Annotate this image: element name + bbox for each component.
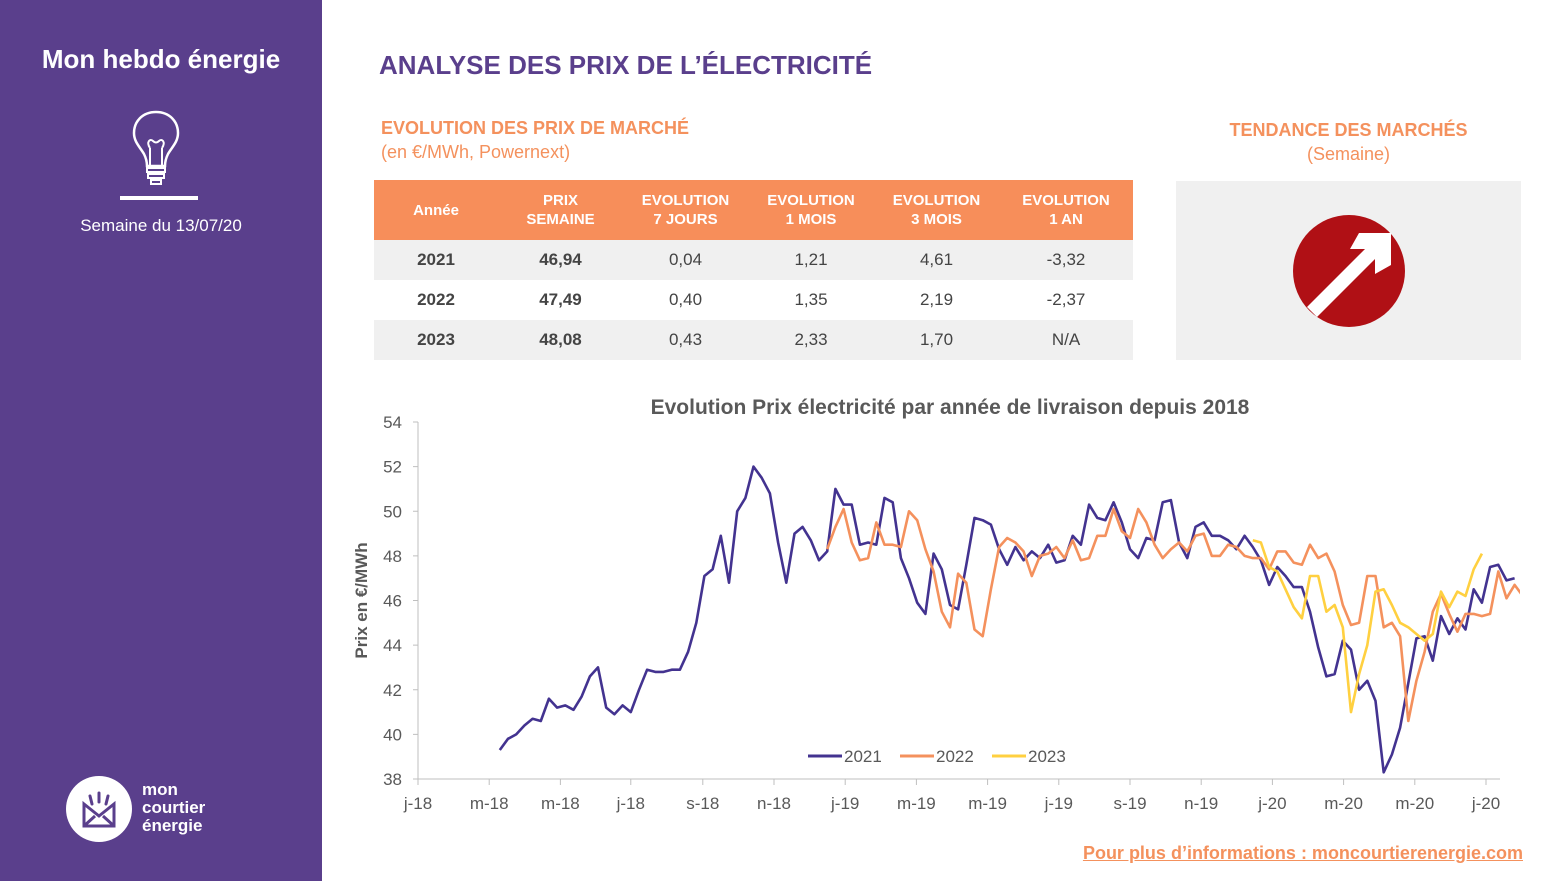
y-tick-label: 40 — [383, 725, 402, 744]
arrow-up-right-icon — [1293, 215, 1405, 327]
logo-line: énergie — [142, 816, 203, 835]
table-cell: 46,94 — [498, 240, 623, 280]
market-trend-heading: TENDANCE DES MARCHÉS — [1229, 120, 1468, 140]
table-header: EVOLUTION 7 JOURS — [623, 180, 748, 240]
x-tick-label: s-19 — [1113, 794, 1146, 813]
table-cell: 48,08 — [498, 320, 623, 360]
x-tick-label: m-19 — [968, 794, 1007, 813]
prices-table: Année PRIX SEMAINE EVOLUTION 7 JOURS EVOLU… — [374, 180, 1133, 360]
x-tick-label: j-19 — [1044, 794, 1073, 813]
logo-wordmark: mon courtier énergie — [142, 781, 205, 835]
table-cell: 4,61 — [874, 240, 999, 280]
table-header: Année — [374, 180, 498, 240]
sidebar: Mon hebdo énergie Semaine du 13/07/20 mo… — [0, 0, 322, 881]
market-trend-subheading: (Semaine) — [1306, 144, 1391, 164]
x-tick-label: n-18 — [757, 794, 791, 813]
table-cell: -2,37 — [1046, 290, 1086, 309]
x-tick-label: n-19 — [1184, 794, 1218, 813]
table-cell: 2023 — [374, 320, 498, 360]
x-tick-label: j-18 — [403, 794, 432, 813]
table-header: EVOLUTION 1 AN — [999, 180, 1133, 240]
x-tick-label: m-18 — [470, 794, 509, 813]
table-cell: 1,21 — [748, 240, 874, 280]
legend-label: 2021 — [844, 747, 882, 766]
series-line-2021 — [498, 465, 1515, 774]
x-tick-label: j-19 — [830, 794, 859, 813]
table-cell: 0,40 — [668, 290, 703, 309]
envelope-icon — [82, 791, 116, 828]
y-tick-label: 50 — [383, 502, 402, 521]
series-line-2022 — [825, 507, 1520, 723]
x-tick-label: m-18 — [541, 794, 580, 813]
logo-line: courtier — [142, 798, 206, 817]
table-header-row: Année PRIX SEMAINE EVOLUTION 7 JOURS EVOLU… — [374, 180, 1133, 240]
y-tick-label: 44 — [383, 636, 402, 655]
market-prices-subheading: (en €/MWh, Powernext) — [381, 142, 571, 162]
page-title: ANALYSE DES PRIX DE L’ÉLECTRICITÉ — [379, 50, 873, 80]
trend-panel — [1176, 181, 1521, 360]
table-cell: 2021 — [374, 240, 498, 280]
table-row: 2021 46,94 0,04 1,21 4,61 -3,32 — [374, 240, 1133, 280]
y-tick-label: 48 — [383, 547, 402, 566]
market-prices-heading: EVOLUTION DES PRIX DE MARCHÉ — [381, 118, 690, 138]
table-cell: 47,49 — [539, 290, 582, 309]
table-cell: -3,32 — [999, 240, 1133, 280]
chart-title: Evolution Prix électricité par année de … — [650, 396, 1250, 419]
y-axis-label: Prix en €/MWh — [352, 542, 371, 658]
logo-line: mon — [142, 780, 178, 799]
table-cell: 1,35 — [794, 290, 828, 309]
table-cell: 0,43 — [623, 320, 748, 360]
divider — [120, 196, 198, 200]
table-header: EVOLUTION 3 MOIS — [874, 180, 999, 240]
lightbulb-icon — [132, 110, 180, 185]
x-tick-label: m-20 — [1395, 794, 1434, 813]
y-tick-label: 54 — [383, 413, 402, 432]
price-line-chart: 38 40 42 44 46 48 50 52 54 j-18 m-18 m-18 j-18 s-18 n-… — [352, 413, 1520, 813]
x-tick-label: m-19 — [897, 794, 936, 813]
series-line-2023 — [1252, 539, 1484, 714]
logo — [66, 776, 132, 842]
x-tick-label: m-20 — [1324, 794, 1363, 813]
y-tick-label: 52 — [383, 458, 402, 477]
newsletter-title: Mon hebdo énergie — [41, 44, 281, 74]
legend-label: 2022 — [936, 747, 974, 766]
y-tick-label: 38 — [383, 770, 402, 789]
website-link[interactable]: Pour plus d’informations : moncourtieren… — [1082, 843, 1523, 863]
x-tick-label: j-18 — [616, 794, 645, 813]
week-label: Semaine du 13/07/20 — [80, 216, 242, 235]
table-row: 2023 48,08 0,43 2,33 1,70 N/A — [374, 320, 1133, 360]
table-cell: 2,33 — [748, 320, 874, 360]
table-cell: 0,04 — [623, 240, 748, 280]
x-tick-label: j-20 — [1257, 794, 1286, 813]
table-cell: 1,70 — [874, 320, 999, 360]
table-cell: 2,19 — [919, 290, 954, 309]
legend-label: 2023 — [1028, 747, 1066, 766]
x-tick-label: j-20 — [1471, 794, 1500, 813]
y-tick-label: 42 — [383, 681, 402, 700]
table-row: 2022 47,49 0,40 1,35 2,19 -2,37 — [374, 280, 1133, 320]
table-header: EVOLUTION 1 MOIS — [748, 180, 874, 240]
y-tick-label: 46 — [383, 592, 402, 611]
table-header: PRIX SEMAINE — [498, 180, 623, 240]
x-tick-label: s-18 — [686, 794, 719, 813]
table-cell: N/A — [999, 320, 1133, 360]
table-cell: 2022 — [417, 290, 455, 309]
